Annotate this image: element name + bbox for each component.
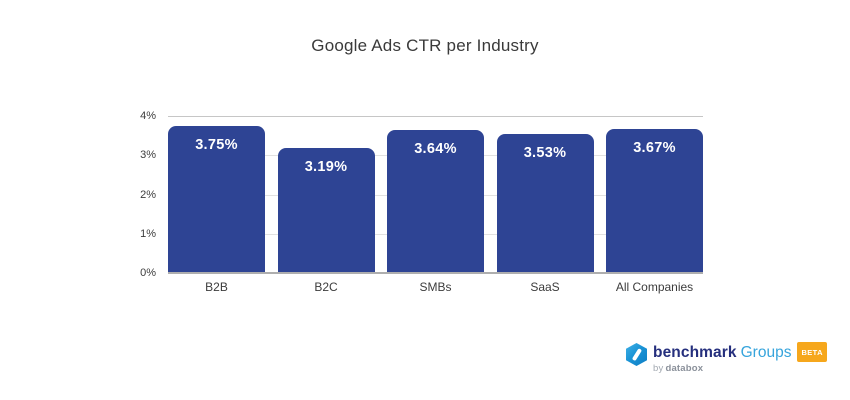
plot-area: 3.75% B2B 3.19% B2C 3.64% SMBs 3.53% bbox=[168, 116, 703, 294]
x-label-b2b: B2B bbox=[205, 280, 228, 294]
y-tick-1: 1% bbox=[140, 227, 156, 240]
gridline-4pct bbox=[168, 116, 703, 117]
bar-all-companies: 3.67% bbox=[606, 128, 703, 273]
benchmark-groups-logo: benchmark Groups BETA by databox bbox=[626, 342, 827, 374]
bar-slot-smbs: 3.64% SMBs bbox=[387, 116, 484, 294]
byline: by databox bbox=[653, 363, 827, 374]
bar-slot-saas: 3.53% SaaS bbox=[496, 116, 594, 294]
y-axis: 4% 3% 2% 1% 0% bbox=[118, 110, 162, 279]
bar-slot-b2c: 3.19% B2C bbox=[277, 116, 375, 294]
y-tick-3: 3% bbox=[140, 149, 156, 162]
y-tick-2: 2% bbox=[140, 188, 156, 201]
byline-prefix: by bbox=[653, 363, 664, 374]
brand-text: benchmark Groups BETA by databox bbox=[653, 342, 827, 374]
beta-badge: BETA bbox=[797, 342, 827, 362]
bar-slot-all-companies: 3.67% All Companies bbox=[606, 116, 703, 294]
y-tick-4: 4% bbox=[140, 110, 156, 122]
chart-title: Google Ads CTR per Industry bbox=[311, 36, 539, 55]
x-label-all-companies: All Companies bbox=[615, 280, 694, 294]
databox-hexagon-icon bbox=[626, 343, 647, 366]
bar-value-label: 3.19% bbox=[304, 158, 348, 175]
brand-suffix: Groups bbox=[740, 343, 792, 361]
bar-b2b: 3.75% bbox=[168, 125, 265, 273]
bar-slot-b2b: 3.75% B2B bbox=[168, 116, 265, 294]
bars-group: 3.75% B2B 3.19% B2C 3.64% SMBs 3.53% bbox=[168, 116, 703, 294]
brand-line: benchmark Groups BETA bbox=[653, 342, 827, 362]
x-label-smbs: SMBs bbox=[419, 280, 452, 294]
hexagon-slash-mark bbox=[631, 348, 642, 361]
bar-value-label: 3.75% bbox=[195, 136, 238, 153]
x-label-b2c: B2C bbox=[314, 280, 338, 294]
bar-value-label: 3.64% bbox=[414, 141, 457, 158]
y-tick-0: 0% bbox=[140, 267, 156, 279]
bar-b2c: 3.19% bbox=[277, 147, 375, 273]
brand-name: benchmark bbox=[653, 343, 737, 361]
byline-brand: databox bbox=[665, 363, 704, 374]
bar-value-label: 3.67% bbox=[633, 139, 676, 156]
bar-saas: 3.53% bbox=[496, 134, 594, 273]
x-label-saas: SaaS bbox=[530, 280, 560, 294]
x-axis-baseline bbox=[168, 272, 703, 274]
bar-smbs: 3.64% bbox=[387, 130, 484, 273]
bar-value-label: 3.53% bbox=[523, 145, 567, 162]
